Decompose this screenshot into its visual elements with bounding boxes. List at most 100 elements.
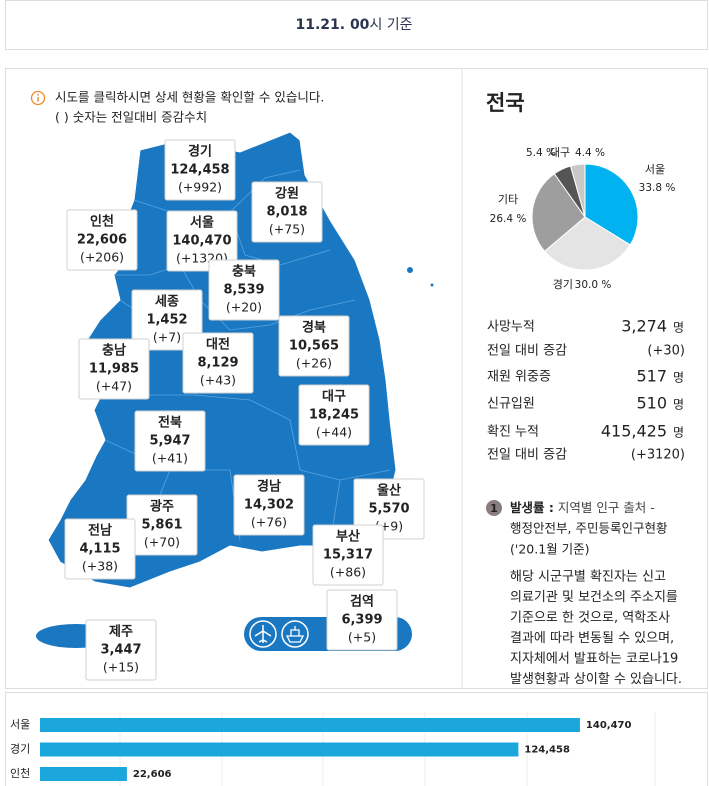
region-change: (+26) [296, 356, 332, 371]
note-badge-num: 1 [490, 502, 498, 515]
region-box [164, 139, 236, 201]
region-name: 대전 [206, 337, 230, 353]
note-body: 의료기관 및 보건소의 주소지를 [510, 590, 678, 605]
region-label[interactable]: 부산 15,317 (+86) [312, 524, 384, 586]
region-label[interactable]: 전남 4,115 (+38) [64, 518, 136, 580]
ulleung [407, 267, 413, 273]
region-change: (+206) [80, 250, 124, 265]
header-suffix: 시 기준 [369, 17, 412, 33]
stat-unit: 명 [673, 398, 684, 412]
region-change: (+75) [269, 222, 305, 237]
stat-label: 신규입원 [487, 397, 535, 412]
info-icon-dot [37, 93, 39, 96]
region-label[interactable]: 경기 124,458 (+992) [164, 139, 236, 201]
region-total: 18,245 [309, 408, 359, 423]
region-total: 8,018 [266, 205, 307, 220]
region-total: 14,302 [244, 498, 294, 513]
region-name: 경북 [302, 320, 326, 336]
note-body: 해당 시군구별 확진자는 신고 [510, 570, 666, 585]
region-name: 전남 [88, 523, 112, 539]
note-badge [486, 500, 502, 516]
bar [40, 767, 127, 781]
pie-name: 경기 [553, 278, 573, 291]
region-name: 광주 [150, 500, 174, 515]
stat-label: 확진 누적 [487, 425, 539, 440]
region-label[interactable]: 대구 18,245 (+44) [298, 384, 370, 446]
region-box [182, 332, 254, 394]
pie-label: 5.4 % [526, 147, 556, 159]
region-label[interactable]: 제주 3,447 (+15) [85, 619, 157, 681]
region-label[interactable]: 검역 6,399 (+5) [326, 589, 398, 651]
stat-value: (+3120) [631, 448, 685, 463]
region-label[interactable]: 전북 5,947 (+41) [134, 410, 206, 472]
region-box [134, 410, 206, 472]
region-total: 5,947 [149, 434, 190, 449]
bar-value-label: 124,458 [524, 745, 570, 756]
region-box [353, 478, 425, 540]
region-label[interactable]: 충북 8,539 (+20) [208, 259, 280, 321]
stat-label: 재원 위중증 [487, 370, 551, 385]
stat-value: 3,274 [621, 317, 667, 336]
pie-label: 33.8 % [639, 182, 676, 194]
pie-name: 서울 [645, 163, 665, 176]
region-total: 140,470 [172, 234, 231, 249]
stat-value: (+30) [647, 344, 685, 359]
region-total: 6,399 [341, 613, 382, 628]
region-total: 124,458 [170, 163, 229, 178]
region-box [298, 384, 370, 446]
pie-label: 4.4 % [575, 147, 605, 159]
summary-title: 전국 [486, 91, 525, 115]
region-change: (+44) [316, 425, 352, 440]
region-label[interactable]: 강원 8,018 (+75) [251, 181, 323, 243]
region-name: 경기 [188, 144, 212, 160]
bar-value-label: 22,606 [133, 769, 172, 780]
region-box [78, 338, 150, 400]
note-title-bold: 발생률 : [510, 500, 554, 515]
region-name: 충북 [232, 264, 256, 280]
region-change: (+86) [330, 565, 366, 580]
note-source: ('20.1월 기준) [510, 542, 590, 557]
bar-value-label: 140,470 [586, 720, 632, 731]
region-total: 3,447 [100, 643, 141, 658]
region-change: (+43) [200, 373, 236, 388]
region-box [326, 589, 398, 651]
region-box [233, 474, 305, 536]
region-total: 4,115 [79, 542, 120, 557]
region-label[interactable]: 광주 5,861 (+70) [126, 494, 198, 556]
airplane-glyph [254, 625, 272, 643]
bar [40, 718, 580, 732]
stat-unit: 명 [673, 371, 684, 385]
region-label[interactable]: 충남 11,985 (+47) [78, 338, 150, 400]
notice-line: 시도를 클릭하시면 상세 현황을 확인할 수 있습니다. [55, 90, 324, 105]
region-total: 8,539 [223, 283, 264, 298]
region-name: 검역 [350, 594, 374, 610]
region-label[interactable]: 인천 22,606 (+206) [66, 209, 138, 271]
ship-icon [281, 620, 309, 648]
notice-line: ( ) 숫자는 전일대비 증감수치 [55, 110, 207, 125]
stat-label: 전일 대비 증감 [487, 344, 567, 359]
region-box [251, 181, 323, 243]
region-change: (+992) [178, 180, 222, 195]
region-change: (+38) [82, 559, 118, 574]
ship-glyph [285, 626, 305, 643]
region-change: (+70) [144, 535, 180, 550]
header-text: 11.21. 00시 기준 [295, 17, 412, 33]
region-change: (+7) [153, 330, 181, 345]
region-total: 11,985 [89, 362, 139, 377]
note-body: 결과에 따라 변동될 수 있으며, [510, 631, 674, 646]
region-total: 10,565 [289, 339, 339, 354]
region-label[interactable]: 대전 8,129 (+43) [182, 332, 254, 394]
region-label[interactable]: 경남 14,302 (+76) [233, 474, 305, 536]
note-body: 발생현황과 상이할 수 있습니다. [510, 672, 682, 687]
note-body: 지자체에서 발표하는 코로나19 [510, 652, 678, 667]
region-total: 5,861 [141, 518, 182, 533]
region-total: 15,317 [323, 548, 373, 563]
region-box [166, 210, 238, 272]
region-name: 울산 [377, 483, 401, 499]
pie-slice [543, 216, 631, 271]
region-name: 충남 [102, 343, 126, 359]
note-source: 지역별 인구 출처 - [558, 500, 655, 515]
region-label[interactable]: 경북 10,565 (+26) [278, 315, 350, 377]
stat-unit: 명 [673, 321, 684, 335]
